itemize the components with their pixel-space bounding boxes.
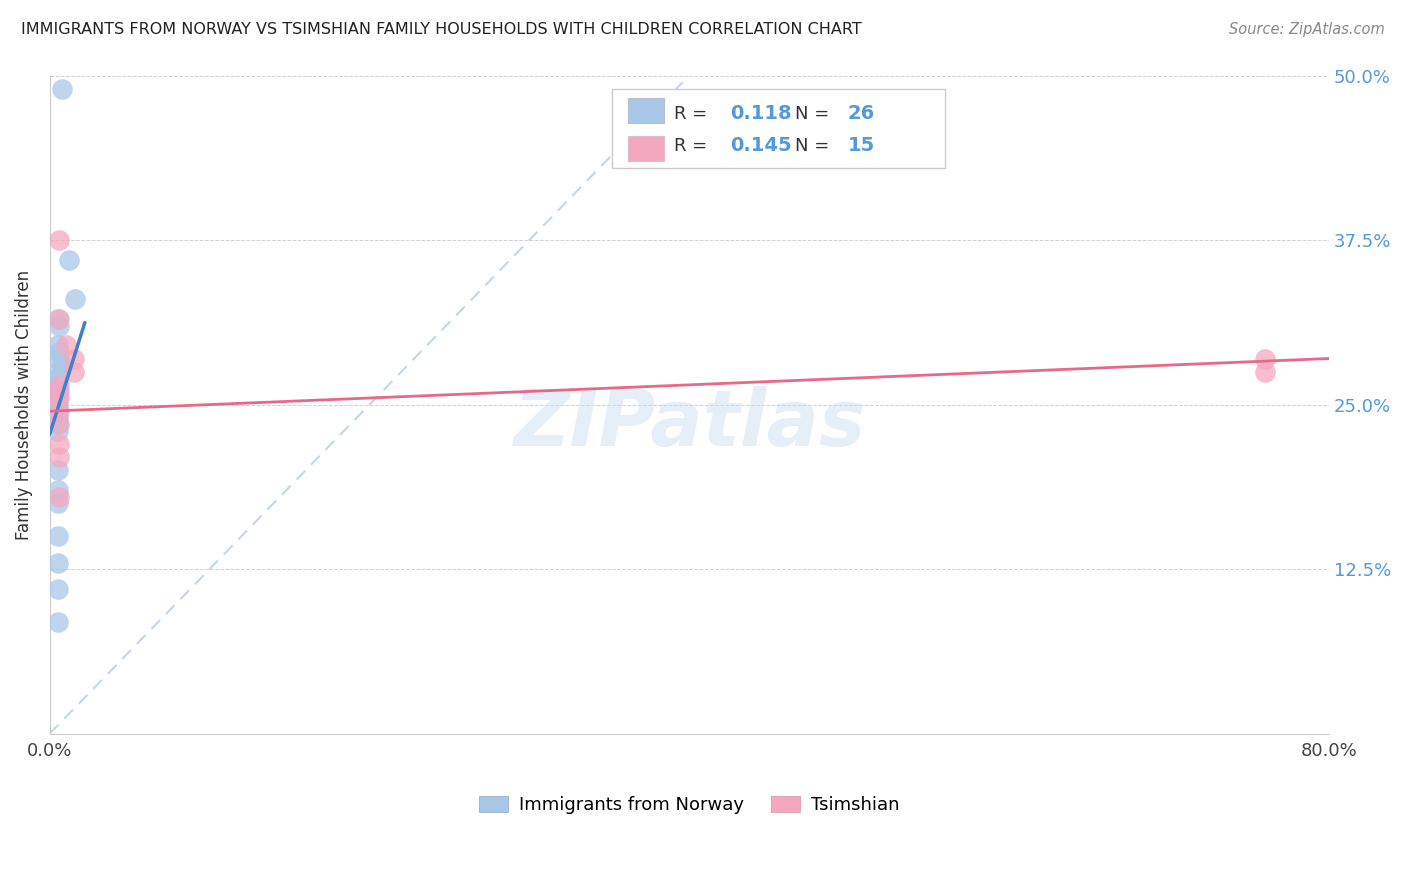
Text: 15: 15 <box>848 136 875 155</box>
Text: ZIPatlas: ZIPatlas <box>513 386 865 462</box>
Point <box>48 490 70 504</box>
Point <box>46 351 69 366</box>
Point <box>46 424 69 438</box>
Point <box>48 391 70 405</box>
Point <box>48 450 70 465</box>
Point <box>46 417 69 432</box>
Point <box>1254 365 1277 379</box>
Point <box>46 338 69 352</box>
Point <box>48 404 70 418</box>
Text: 26: 26 <box>848 104 875 123</box>
Point <box>48 345 70 359</box>
Point <box>46 398 69 412</box>
Point <box>46 410 69 425</box>
Point <box>46 483 69 497</box>
Point <box>48 384 70 399</box>
Text: 0.118: 0.118 <box>730 104 792 123</box>
Point <box>48 318 70 333</box>
Point <box>62 351 84 366</box>
Point <box>46 556 69 570</box>
Legend: Immigrants from Norway, Tsimshian: Immigrants from Norway, Tsimshian <box>472 789 907 822</box>
Point <box>46 384 69 399</box>
Y-axis label: Family Households with Children: Family Households with Children <box>15 269 32 540</box>
Point <box>62 365 84 379</box>
Point <box>51 81 73 95</box>
Text: R =: R = <box>673 105 713 123</box>
Point <box>48 233 70 247</box>
Text: 0.145: 0.145 <box>730 136 792 155</box>
Point <box>48 312 70 326</box>
Text: N =: N = <box>796 136 835 154</box>
Point <box>46 377 69 392</box>
FancyBboxPatch shape <box>628 136 664 161</box>
Point <box>46 391 69 405</box>
Point <box>46 529 69 543</box>
Point <box>58 252 80 267</box>
Text: IMMIGRANTS FROM NORWAY VS TSIMSHIAN FAMILY HOUSEHOLDS WITH CHILDREN CORRELATION : IMMIGRANTS FROM NORWAY VS TSIMSHIAN FAMI… <box>21 22 862 37</box>
Text: R =: R = <box>673 136 713 154</box>
Point <box>46 582 69 596</box>
Point <box>51 358 73 372</box>
Point <box>46 312 69 326</box>
Point <box>46 615 69 629</box>
Point <box>48 437 70 451</box>
Point <box>46 371 69 385</box>
FancyBboxPatch shape <box>613 88 945 168</box>
Point <box>1254 351 1277 366</box>
Point <box>46 365 69 379</box>
Point <box>46 404 69 418</box>
Point <box>46 496 69 510</box>
Point <box>55 338 77 352</box>
Text: Source: ZipAtlas.com: Source: ZipAtlas.com <box>1229 22 1385 37</box>
Point <box>48 377 70 392</box>
FancyBboxPatch shape <box>628 98 664 123</box>
Text: N =: N = <box>796 105 835 123</box>
Point <box>65 293 87 307</box>
Point <box>46 463 69 477</box>
Point <box>48 417 70 432</box>
